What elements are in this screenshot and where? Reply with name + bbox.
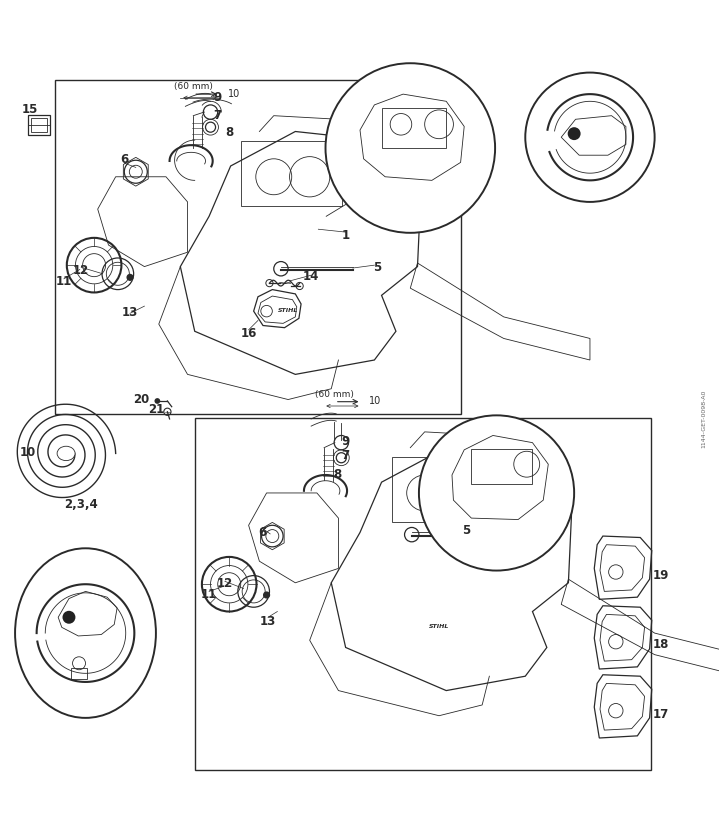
Text: 14: 14 bbox=[303, 269, 320, 283]
Bar bbox=[71, 668, 87, 680]
Bar bbox=[28, 116, 50, 136]
Bar bbox=[194, 418, 651, 770]
Text: 7: 7 bbox=[214, 109, 222, 121]
Text: 1: 1 bbox=[341, 228, 350, 242]
Text: 13: 13 bbox=[260, 614, 276, 627]
Circle shape bbox=[325, 64, 495, 233]
Text: 8: 8 bbox=[225, 126, 233, 139]
Text: 2,3,4: 2,3,4 bbox=[64, 497, 98, 511]
Text: (60 mm): (60 mm) bbox=[315, 390, 354, 399]
Text: 9: 9 bbox=[341, 435, 350, 447]
Text: 21: 21 bbox=[148, 403, 164, 415]
Text: 13: 13 bbox=[122, 305, 138, 319]
Text: 11: 11 bbox=[56, 275, 72, 288]
Bar bbox=[55, 80, 461, 415]
Ellipse shape bbox=[57, 446, 75, 461]
Circle shape bbox=[155, 399, 161, 405]
Ellipse shape bbox=[15, 548, 156, 718]
Text: 20: 20 bbox=[133, 392, 150, 405]
Text: 19: 19 bbox=[652, 568, 669, 581]
Text: (60 mm): (60 mm) bbox=[174, 82, 212, 91]
Circle shape bbox=[127, 274, 134, 282]
Text: 8: 8 bbox=[333, 467, 341, 481]
Text: 16: 16 bbox=[240, 327, 257, 339]
Bar bbox=[472, 450, 533, 484]
Text: 18: 18 bbox=[652, 638, 669, 650]
Bar bbox=[31, 119, 47, 133]
Bar bbox=[382, 110, 446, 149]
Text: 7: 7 bbox=[341, 449, 350, 461]
Text: 12: 12 bbox=[217, 577, 233, 589]
Text: 10: 10 bbox=[228, 89, 240, 99]
Circle shape bbox=[263, 592, 270, 599]
Circle shape bbox=[419, 415, 574, 571]
Text: 17: 17 bbox=[652, 707, 668, 720]
Text: 10: 10 bbox=[20, 446, 36, 459]
Text: 1144-GET-0098-A0: 1144-GET-0098-A0 bbox=[701, 389, 706, 447]
Circle shape bbox=[526, 74, 654, 202]
Text: 6: 6 bbox=[258, 525, 266, 538]
Text: 5: 5 bbox=[462, 523, 470, 537]
Text: 12: 12 bbox=[73, 263, 89, 277]
Text: 10: 10 bbox=[369, 395, 381, 405]
Text: 9: 9 bbox=[214, 91, 222, 104]
Text: STIHL: STIHL bbox=[429, 624, 449, 629]
Circle shape bbox=[63, 611, 76, 624]
Circle shape bbox=[567, 128, 580, 141]
Text: 6: 6 bbox=[120, 153, 128, 166]
Text: STIHL: STIHL bbox=[278, 308, 298, 313]
Text: 15: 15 bbox=[22, 103, 37, 116]
Text: 5: 5 bbox=[373, 261, 382, 273]
Text: 11: 11 bbox=[201, 588, 217, 600]
